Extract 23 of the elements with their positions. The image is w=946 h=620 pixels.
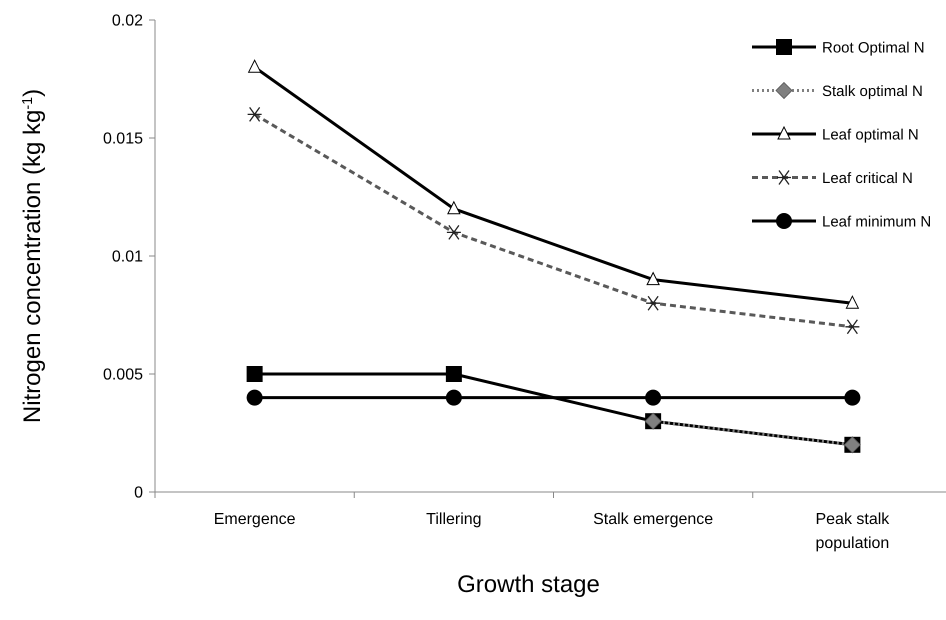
- x-tick-label: Stalk emergence: [593, 511, 714, 528]
- legend-label: Leaf minimum N: [822, 213, 932, 230]
- point: [246, 390, 263, 406]
- x-tick-label: Peak stalk population: [815, 511, 890, 552]
- legend-label: Root Optimal N: [822, 39, 925, 56]
- point: [248, 60, 262, 73]
- y-tick-label: 0.01: [112, 248, 144, 266]
- x-tick-label: Tillering: [426, 511, 482, 528]
- y-tick-label: 0.02: [112, 12, 144, 30]
- legend-label: Stalk optimal N: [822, 82, 923, 100]
- point: [844, 390, 860, 406]
- y-tick-label: 0.015: [102, 130, 144, 148]
- legend-label: Leaf optimal N: [822, 126, 919, 144]
- point: [645, 390, 662, 406]
- point: [447, 201, 460, 214]
- point: [446, 390, 462, 406]
- y-tick-label: 0: [134, 484, 144, 502]
- x-axis-title: Growth stage: [457, 571, 600, 598]
- x-tick-label: Emergence: [214, 511, 296, 528]
- legend-label: Leaf critical N: [822, 170, 913, 187]
- point: [646, 272, 660, 286]
- point: [846, 296, 859, 309]
- y-tick-label: 0.005: [102, 366, 144, 384]
